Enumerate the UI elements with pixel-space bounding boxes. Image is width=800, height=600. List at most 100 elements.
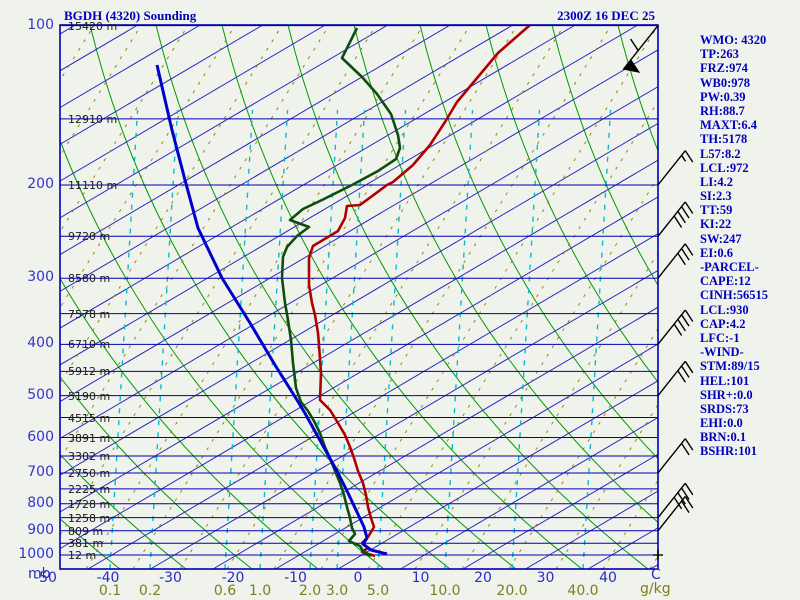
panel-line: TH:5178 xyxy=(700,132,748,147)
height-label: 1258 m xyxy=(68,511,111,525)
wind-barb-staff xyxy=(657,201,686,237)
pressure-axis-label: 1000 xyxy=(18,546,54,562)
panel-line: BRN:0.1 xyxy=(700,430,747,445)
panel-line: LFC:-1 xyxy=(700,330,740,345)
panel-line: -PARCEL- xyxy=(700,260,759,274)
height-label: 12910 m xyxy=(68,112,118,126)
plot-border xyxy=(59,24,659,570)
panel-line: PW:0.39 xyxy=(700,89,746,104)
panel-line: HEL:101 xyxy=(700,373,750,388)
wet-bulb-curve xyxy=(280,27,402,558)
wind-barb-staff xyxy=(657,482,686,519)
mixing-ratio-axis-label: 0.2 xyxy=(138,583,162,599)
panel-line: WMO: 4320 xyxy=(700,33,767,47)
temp-axis-label: 20 xyxy=(474,570,492,586)
pressure-axis-label: 700 xyxy=(27,463,54,480)
gkg-axis-unit: g/kg xyxy=(640,581,671,597)
mb-axis-unit: mb xyxy=(28,566,51,582)
temp-axis-label: -10 xyxy=(284,570,307,586)
pressure-axis-label: 400 xyxy=(27,335,54,352)
height-label: 9720 m xyxy=(68,230,111,244)
height-label: 3302 m xyxy=(68,449,111,463)
height-label: 1728 m xyxy=(68,497,111,511)
pressure-axis-label: 800 xyxy=(27,494,54,511)
panel-line: EHI:0.0 xyxy=(700,416,743,431)
panel-line: EI:0.6 xyxy=(700,245,733,260)
temp-axis-label: -20 xyxy=(221,570,245,586)
panel-line: SW:247 xyxy=(700,231,742,246)
wind-barb-staff xyxy=(657,496,686,532)
pressure-axis-label: 600 xyxy=(27,428,54,445)
height-label: 4515 m xyxy=(68,411,111,425)
panel-line: TP:263 xyxy=(700,47,739,62)
temp-axis-label: -40 xyxy=(96,570,120,586)
wind-barb-staff xyxy=(657,360,686,397)
mixing-ratio-axis-label: 3.0 xyxy=(325,583,349,599)
station-title: BGDH (4320) Sounding xyxy=(64,8,197,23)
pressure-axis-label: 500 xyxy=(27,386,54,403)
indices-panel: WMO: 4320 TP:263 FRZ:974 WB0:978 PW:0.39 RH:8… xyxy=(700,33,768,459)
wind-barb-staff xyxy=(657,150,686,186)
panel-line: RH:88.7 xyxy=(700,103,745,118)
pressure-axis-label: 200 xyxy=(27,175,54,192)
height-label: 3891 m xyxy=(68,431,111,445)
height-label: 12 m xyxy=(68,549,97,562)
mixing-ratio-lines xyxy=(109,109,612,569)
height-label: 11110 m xyxy=(68,178,118,192)
wind-barbs xyxy=(622,25,694,560)
panel-line: -WIND- xyxy=(700,345,744,360)
plot-background xyxy=(60,25,658,569)
mixing-ratio-axis-label: 1.0 xyxy=(248,583,272,599)
height-label: 6710 m xyxy=(68,338,111,352)
temp-axis-label: 40 xyxy=(599,570,617,586)
height-label: 809 m xyxy=(68,524,104,538)
wind-barb-pennant xyxy=(622,58,641,73)
temperature-curve xyxy=(307,25,531,558)
panel-line: BSHR:101 xyxy=(700,444,757,459)
temp-axis-label: 0 xyxy=(353,570,363,586)
panel-line: TT:59 xyxy=(700,203,733,218)
mixing-ratio-axis-label: 0.6 xyxy=(213,583,237,599)
pressure-axis-label: 900 xyxy=(27,521,54,538)
mixing-ratio-axis-label: 20.0 xyxy=(496,583,528,599)
height-label: 5912 m xyxy=(68,365,111,379)
dry-adiabat-lines xyxy=(60,25,658,569)
panel-line: CINH:56515 xyxy=(700,288,769,303)
panel-line: SI:2.3 xyxy=(700,189,732,204)
pressure-axis-label: 300 xyxy=(27,269,54,286)
mixing-ratio-axis-label: 0.1 xyxy=(98,583,122,599)
temp-axis-label: 30 xyxy=(536,570,555,586)
panel-line: MAXT:6.4 xyxy=(700,118,758,133)
temp-axis-label: 10 xyxy=(411,570,430,586)
celsius-axis-unit: C xyxy=(651,567,661,583)
height-label: 381 m xyxy=(68,537,104,551)
panel-line: SHR+:0.0 xyxy=(700,387,753,402)
height-label: 15420 m xyxy=(68,19,118,33)
wind-barb-staff xyxy=(657,438,686,474)
height-label: 5190 m xyxy=(68,389,111,403)
dewpoint-curve xyxy=(155,64,388,556)
wind-barb-staff xyxy=(657,243,686,279)
mixing-ratio-axis-label: 2.0 xyxy=(298,583,322,599)
panel-line: WB0:978 xyxy=(700,75,750,90)
height-label: 8580 m xyxy=(68,272,111,286)
mixing-ratio-axis-label: 5.0 xyxy=(366,583,390,599)
temp-axis-label: -50 xyxy=(34,570,57,586)
isotherm-lines xyxy=(60,25,658,569)
moist-adiabat-lines xyxy=(60,25,658,569)
height-label: 2750 m xyxy=(68,466,111,480)
pressure-axis-label: 100 xyxy=(27,16,54,33)
height-label: 2225 m xyxy=(68,482,111,496)
panel-line: CAPE:12 xyxy=(700,274,751,289)
panel-line: CAP:4.2 xyxy=(700,316,746,331)
wind-barb-staff xyxy=(630,25,659,61)
wind-barb-staff xyxy=(657,309,686,345)
mixing-ratio-axis-label: 10.0 xyxy=(429,583,461,599)
observation-datetime: 2300Z 16 DEC 25 xyxy=(557,8,655,23)
panel-line: LCL:972 xyxy=(700,160,749,175)
temp-axis-label: -30 xyxy=(159,570,182,586)
panel-line: FRZ:974 xyxy=(700,61,748,76)
mixing-ratio-axis-label: 40.0 xyxy=(567,583,599,599)
